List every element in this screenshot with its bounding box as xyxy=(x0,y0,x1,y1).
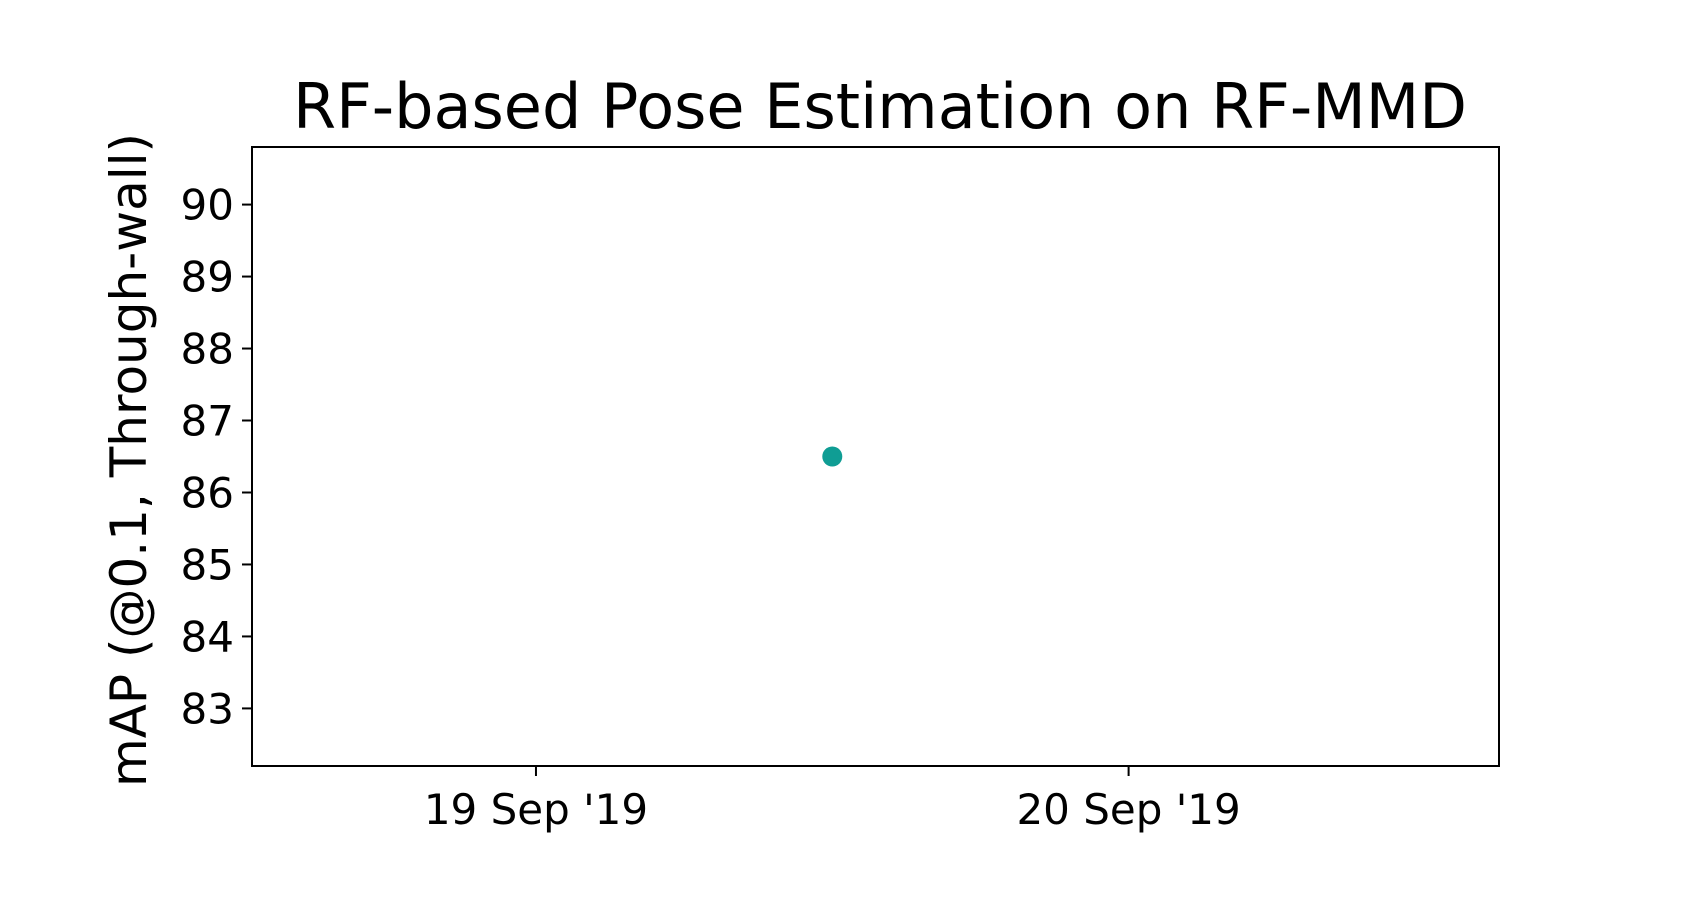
x-axis: 19 Sep '19 20 Sep '19 xyxy=(424,766,1241,834)
y-axis-label: mAP (@0.1, Through-wall) xyxy=(100,133,158,787)
chart-title: RF-based Pose Estimation on RF-MMD xyxy=(293,70,1467,143)
y-tick-label: 84 xyxy=(181,612,234,661)
y-tick-label: 90 xyxy=(181,181,234,230)
y-tick-label: 89 xyxy=(181,253,234,302)
y-tick-label: 87 xyxy=(181,397,234,446)
y-tick-label: 86 xyxy=(181,468,234,517)
y-axis: 83 84 85 86 87 88 89 90 xyxy=(181,181,252,733)
y-tick-label: 83 xyxy=(181,684,234,733)
plot-area xyxy=(251,146,1500,767)
data-points xyxy=(822,446,843,467)
y-tick-label: 85 xyxy=(181,540,234,589)
x-tick-label: 20 Sep '19 xyxy=(1016,785,1240,834)
y-tick-label: 88 xyxy=(181,325,234,374)
x-tick-label: 19 Sep '19 xyxy=(424,785,648,834)
data-point xyxy=(822,446,843,467)
